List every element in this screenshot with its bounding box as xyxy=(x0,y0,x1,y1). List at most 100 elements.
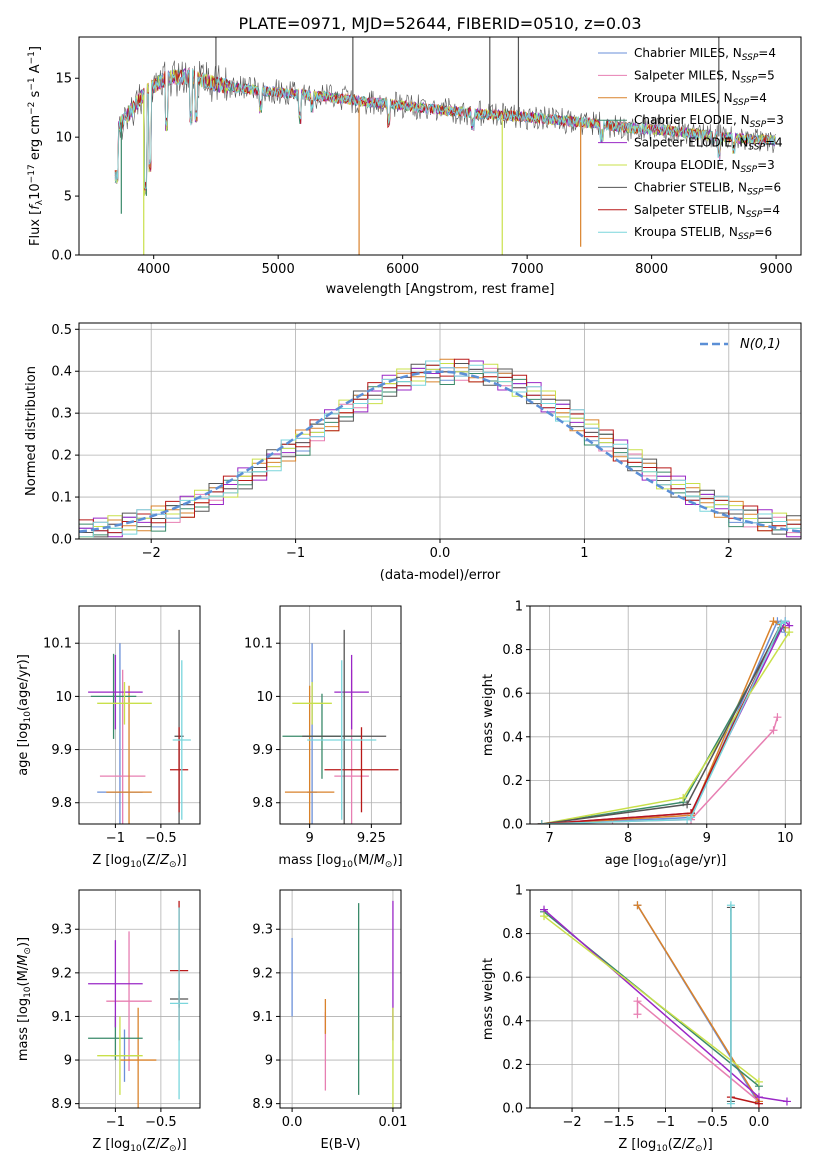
label-part: =3 xyxy=(766,113,784,127)
label-part: −17 xyxy=(27,164,37,183)
label-part: SSP xyxy=(742,53,759,63)
panel-residuals: −2 −1 0.0 1 2 0.0 0.1 0.2 0.3 0.4 0.5 (data-model)/… xyxy=(24,322,802,583)
weight-line-5 xyxy=(541,619,790,824)
panel-mass-vs-EBV: 0.0 0.01 8.9 9 9.1 9.2 9.3 E(B-V) xyxy=(252,889,407,1152)
label-part: =4 xyxy=(765,136,783,150)
label-part: −2 xyxy=(27,102,37,115)
x-tick-label: 9.25 xyxy=(357,831,386,846)
y-tick-label: 8.9 xyxy=(51,1097,72,1112)
label-part: (Z/ xyxy=(142,853,161,868)
panel-mass-vs-Z: −1 −0.58.999.19.29.3Z [log10(Z/Z⊙)]mass [… xyxy=(16,889,201,1154)
y-tick-label: 9 xyxy=(64,1054,72,1069)
plus-marker xyxy=(537,820,546,824)
label-part: )] xyxy=(177,1137,187,1152)
legend-label: Chabrier MILES, NSSP=4 xyxy=(634,46,776,63)
label-part: mass weight xyxy=(481,674,496,756)
label-part: Z xyxy=(159,1137,170,1152)
x-axis-label: Z [log10(Z/Z⊙)] xyxy=(618,1137,712,1154)
label-part: =4 xyxy=(762,203,780,217)
label-part: M xyxy=(374,853,385,868)
y-axis-label: age [log10(age/yr)] xyxy=(16,654,33,776)
y-tick-label: 10 xyxy=(256,690,273,705)
x-axis-label: E(B-V) xyxy=(320,1137,360,1152)
plus-marker xyxy=(754,1099,763,1108)
axes-frame xyxy=(78,889,201,1109)
y-tick-label: 10.1 xyxy=(43,637,72,652)
plus-marker xyxy=(633,901,642,910)
y-tick-label: 10 xyxy=(55,690,72,705)
label-part: 10 xyxy=(28,183,43,200)
label-part: SSP xyxy=(750,120,767,130)
plot-area xyxy=(114,37,776,255)
label-part: age [ xyxy=(605,853,638,868)
x-axis-label: age [log10(age/yr)] xyxy=(605,853,727,870)
x-tick-label: −0.5 xyxy=(145,1115,177,1130)
x-tick-label: 10 xyxy=(777,831,794,846)
y-tick-label: 5 xyxy=(64,190,72,205)
data-point xyxy=(88,654,143,730)
label-part: =4 xyxy=(758,46,776,60)
weight-line-3 xyxy=(541,620,786,824)
y-tick-label: 9.8 xyxy=(252,796,273,811)
plus-marker xyxy=(726,1099,735,1108)
label-part: 10 xyxy=(23,986,33,998)
data-point xyxy=(90,653,137,739)
x-tick-label: −0.5 xyxy=(145,831,177,846)
label-part: s xyxy=(28,90,43,101)
x-tick-label: 7000 xyxy=(511,262,544,277)
plus-marker xyxy=(687,813,696,822)
label-part: A xyxy=(28,64,43,77)
y-tick-label: 0.6 xyxy=(502,687,523,702)
plot-area xyxy=(540,901,791,1108)
data-point xyxy=(334,654,369,730)
label-part: wavelength [Angstrom, rest frame] xyxy=(326,282,555,297)
legend-label: Salpeter ELODIE, NSSP=4 xyxy=(634,136,783,153)
x-tick-label: −1 xyxy=(106,1115,125,1130)
label-part: log xyxy=(110,1137,130,1152)
label-part: Salpeter ELODIE, N xyxy=(634,136,748,150)
label-part: ] xyxy=(28,46,43,51)
label-part: Chabrier STELIB, N xyxy=(634,180,747,194)
y-tick-label: 0.5 xyxy=(51,323,72,338)
plus-marker xyxy=(769,617,778,626)
plot-area xyxy=(282,629,399,824)
plot-area xyxy=(291,900,394,1108)
y-tick-label: 15 xyxy=(55,72,72,87)
label-part: =6 xyxy=(754,225,772,239)
data-point xyxy=(106,931,152,1071)
legend-label: N(0,1) xyxy=(740,337,781,352)
label-part: −1 xyxy=(27,77,37,90)
x-axis-label: Z [log10(Z/Z⊙)] xyxy=(92,1137,186,1154)
label-part: Salpeter STELIB, N xyxy=(634,203,746,217)
weight-line-4 xyxy=(541,627,783,824)
label-part: log xyxy=(322,853,342,868)
y-tick-label: 0.2 xyxy=(51,449,72,464)
y-tick-label: 0.3 xyxy=(51,407,72,422)
label-part: )] xyxy=(16,937,31,947)
weight-line-2 xyxy=(636,999,760,1103)
weight-line-8 xyxy=(730,1096,760,1105)
label-part: =3 xyxy=(757,158,775,172)
data-point xyxy=(169,907,189,1100)
y-tick-label: 0.0 xyxy=(502,818,523,833)
histogram-series-9 xyxy=(79,360,801,538)
label-part: log xyxy=(638,853,658,868)
legend-label: Kroupa STELIB, NSSP=6 xyxy=(634,225,772,242)
plus-marker xyxy=(679,793,688,802)
label-part: Salpeter MILES, N xyxy=(634,68,741,82)
x-tick-label: −0.5 xyxy=(696,1115,728,1130)
data-point xyxy=(292,682,332,725)
label-part: 10 xyxy=(342,860,354,870)
data-point xyxy=(324,727,399,813)
label-part: SSP xyxy=(747,187,764,197)
plus-marker xyxy=(777,619,786,628)
plot-area xyxy=(537,617,794,824)
label-part: 10 xyxy=(130,1144,142,1154)
y-tick-label: 9.3 xyxy=(51,923,72,938)
y-axis-label: mass weight xyxy=(481,958,496,1040)
x-tick-label: −1.5 xyxy=(603,1115,635,1130)
x-tick-label: 6000 xyxy=(386,262,419,277)
label-part: SSP xyxy=(733,98,750,108)
x-tick-label: 0.0 xyxy=(430,546,451,561)
